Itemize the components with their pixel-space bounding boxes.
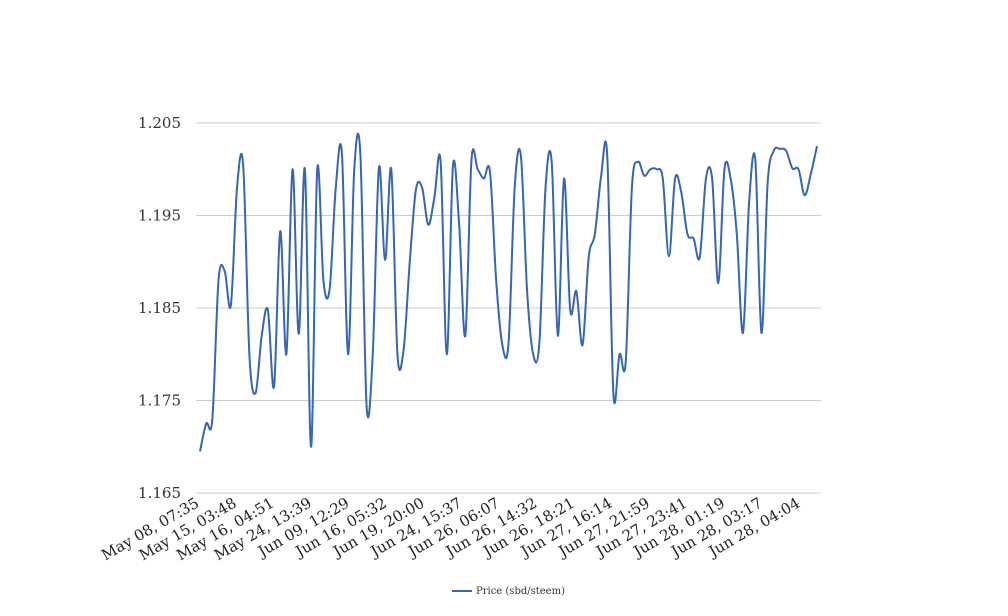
series-line-price bbox=[199, 132, 818, 452]
y-tick-label: 1.185 bbox=[138, 299, 181, 317]
legend: Price (sbd/steem) bbox=[452, 586, 565, 597]
series-layer bbox=[199, 132, 818, 452]
legend-label-price: Price (sbd/steem) bbox=[476, 586, 565, 597]
y-tick-label: 1.175 bbox=[138, 392, 181, 410]
y-tick-label: 1.165 bbox=[138, 484, 181, 502]
gridlines bbox=[196, 122, 821, 494]
y-tick-label: 1.205 bbox=[138, 114, 181, 132]
y-axis-tick-labels: 1.205 1.195 1.185 1.175 1.165 bbox=[138, 114, 181, 502]
y-tick-label: 1.195 bbox=[138, 207, 181, 225]
